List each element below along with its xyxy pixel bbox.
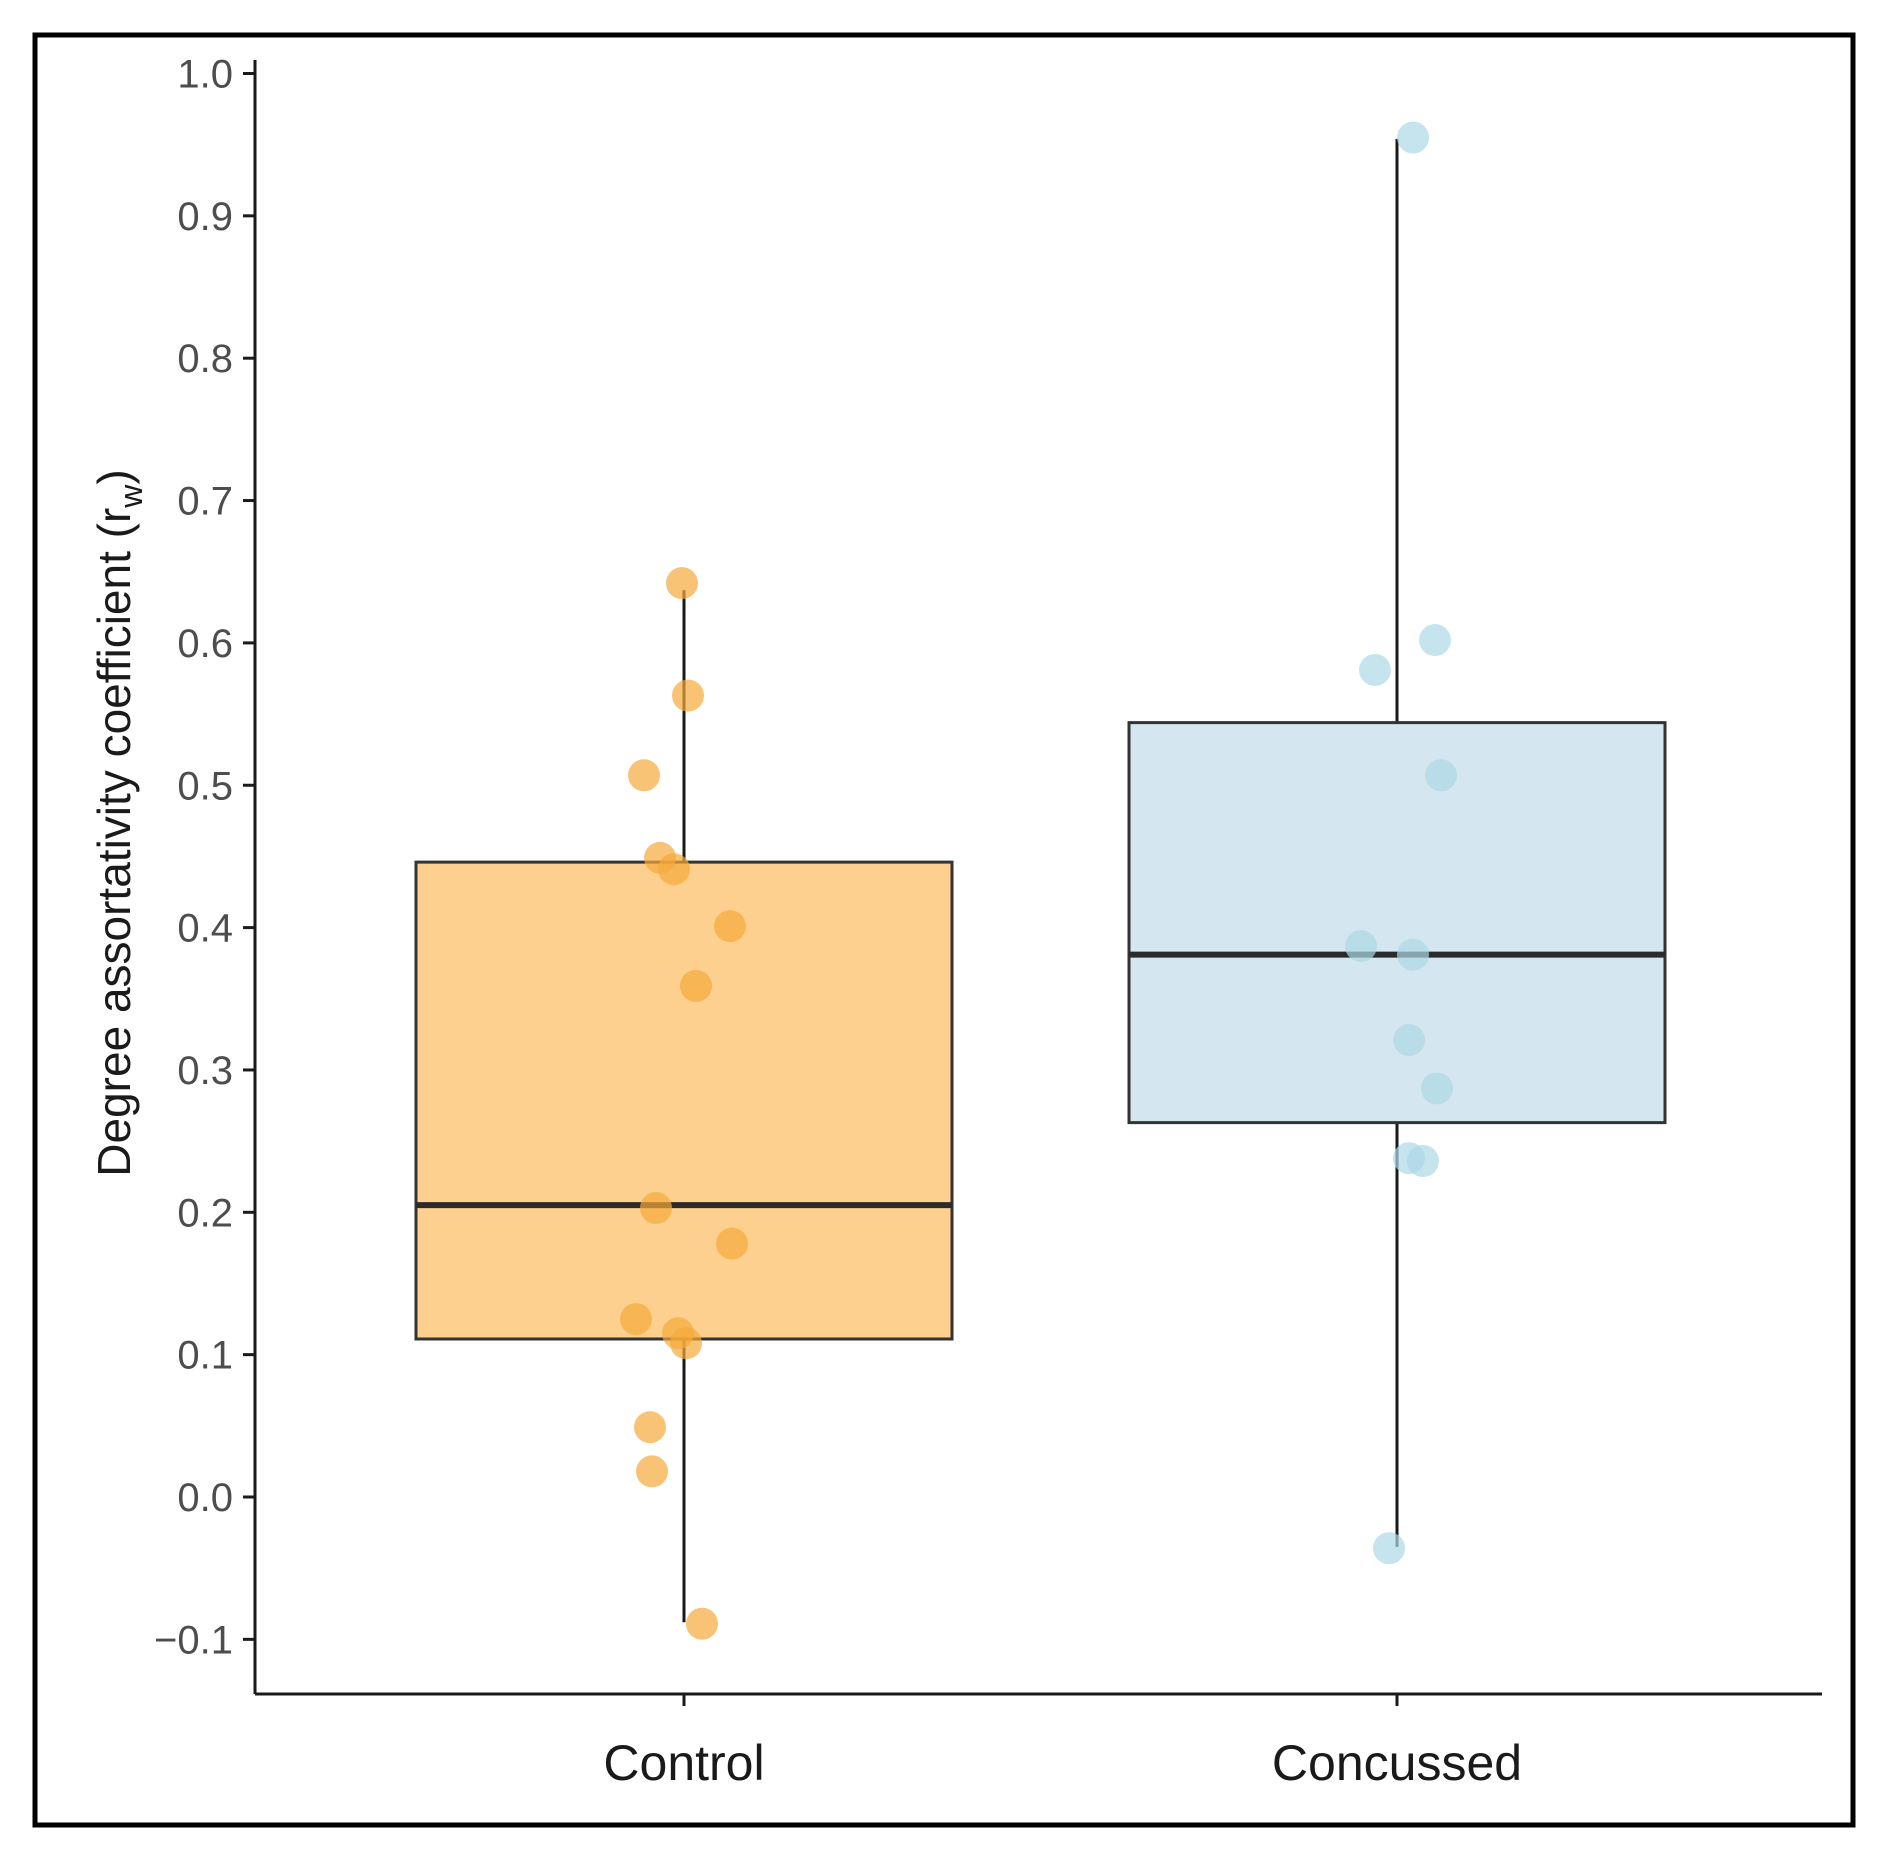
data-point-control (680, 969, 712, 1002)
data-point-concussed (1397, 121, 1429, 154)
x-ticks-layer: Control Concussed (603, 1694, 1522, 1791)
y-tick-label: 0.4 (177, 907, 233, 951)
y-axis-title-suffix: ) (88, 469, 140, 484)
y-tick-label: −0.1 (154, 1618, 233, 1662)
data-point-control (666, 567, 698, 600)
data-point-control (658, 853, 690, 886)
y-tick-label: 0.1 (177, 1334, 233, 1378)
box-control (414, 860, 954, 1341)
x-tick-label: Control (603, 1735, 764, 1791)
data-point-concussed (1419, 624, 1451, 657)
y-tick-label: 0.0 (177, 1476, 233, 1520)
data-point-concussed (1421, 1072, 1453, 1105)
data-point-control (620, 1303, 652, 1336)
data-point-control (628, 759, 660, 792)
y-tick-label: 0.6 (177, 622, 233, 666)
y-tick-label: 0.9 (177, 195, 233, 239)
data-point-control (636, 1455, 668, 1488)
y-tick-label: 0.8 (177, 337, 233, 381)
data-point-concussed (1397, 938, 1429, 971)
y-ticks-layer: −0.1 0.0 0.1 0.2 0.3 0.4 0.5 0.6 0.7 0.8 0.9 1.0 (154, 53, 255, 1662)
data-point-concussed (1359, 653, 1391, 686)
data-point-concussed (1393, 1024, 1425, 1057)
data-point-control (670, 1327, 702, 1360)
data-point-control (640, 1192, 672, 1225)
data-point-concussed (1425, 759, 1457, 792)
y-axis-title-main: Degree assortativity coefficient (r (88, 508, 140, 1177)
y-axis-title-subscript: w (113, 484, 149, 509)
y-tick-label: 1.0 (177, 53, 233, 97)
data-point-control (686, 1607, 718, 1640)
data-point-control (634, 1411, 666, 1444)
box-concussed (1127, 721, 1667, 1125)
y-tick-label: 0.2 (177, 1191, 233, 1235)
axes-layer (253, 60, 1822, 1696)
data-point-control (716, 1227, 748, 1260)
points-layer (620, 121, 1457, 1640)
y-tick-label: 0.5 (177, 764, 233, 808)
data-point-control (672, 679, 704, 712)
data-point-concussed (1407, 1145, 1439, 1178)
data-point-concussed (1373, 1532, 1405, 1565)
data-point-control (714, 910, 746, 943)
y-tick-label: 0.3 (177, 1049, 233, 1093)
y-axis-title: Degree assortativity coefficient (rw) (88, 469, 149, 1176)
x-tick-label: Concussed (1272, 1735, 1522, 1791)
boxes-layer (414, 138, 1667, 1623)
y-tick-label: 0.7 (177, 480, 233, 524)
data-point-concussed (1345, 930, 1377, 963)
